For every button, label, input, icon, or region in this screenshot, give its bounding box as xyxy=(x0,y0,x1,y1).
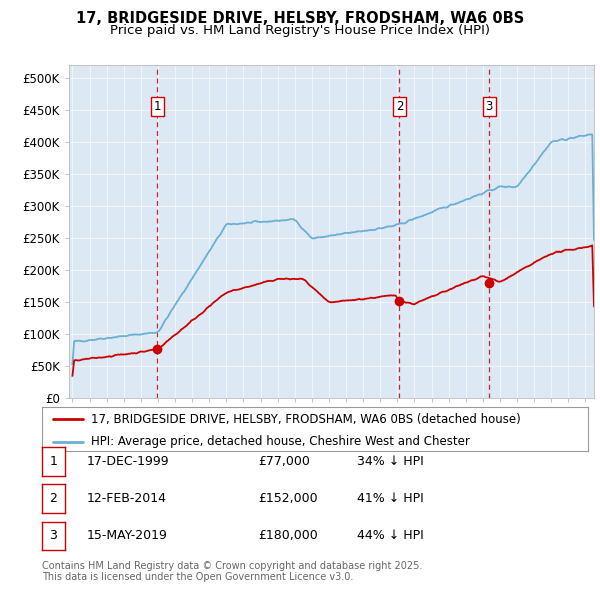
Text: Price paid vs. HM Land Registry's House Price Index (HPI): Price paid vs. HM Land Registry's House … xyxy=(110,24,490,37)
Text: 34% ↓ HPI: 34% ↓ HPI xyxy=(357,455,424,468)
Text: 1: 1 xyxy=(154,100,161,113)
Text: 17, BRIDGESIDE DRIVE, HELSBY, FRODSHAM, WA6 0BS: 17, BRIDGESIDE DRIVE, HELSBY, FRODSHAM, … xyxy=(76,11,524,25)
Text: £152,000: £152,000 xyxy=(258,492,317,505)
Text: 3: 3 xyxy=(49,529,58,542)
Text: 1: 1 xyxy=(49,455,58,468)
Text: 2: 2 xyxy=(49,492,58,505)
Text: HPI: Average price, detached house, Cheshire West and Chester: HPI: Average price, detached house, Ches… xyxy=(91,435,470,448)
Text: Contains HM Land Registry data © Crown copyright and database right 2025.
This d: Contains HM Land Registry data © Crown c… xyxy=(42,560,422,582)
Text: 12-FEB-2014: 12-FEB-2014 xyxy=(87,492,167,505)
Text: 17-DEC-1999: 17-DEC-1999 xyxy=(87,455,170,468)
Text: 41% ↓ HPI: 41% ↓ HPI xyxy=(357,492,424,505)
Text: 17, BRIDGESIDE DRIVE, HELSBY, FRODSHAM, WA6 0BS (detached house): 17, BRIDGESIDE DRIVE, HELSBY, FRODSHAM, … xyxy=(91,413,521,426)
Text: 44% ↓ HPI: 44% ↓ HPI xyxy=(357,529,424,542)
Text: 2: 2 xyxy=(395,100,403,113)
Text: 3: 3 xyxy=(485,100,493,113)
Text: £77,000: £77,000 xyxy=(258,455,310,468)
Text: 15-MAY-2019: 15-MAY-2019 xyxy=(87,529,168,542)
Text: £180,000: £180,000 xyxy=(258,529,318,542)
